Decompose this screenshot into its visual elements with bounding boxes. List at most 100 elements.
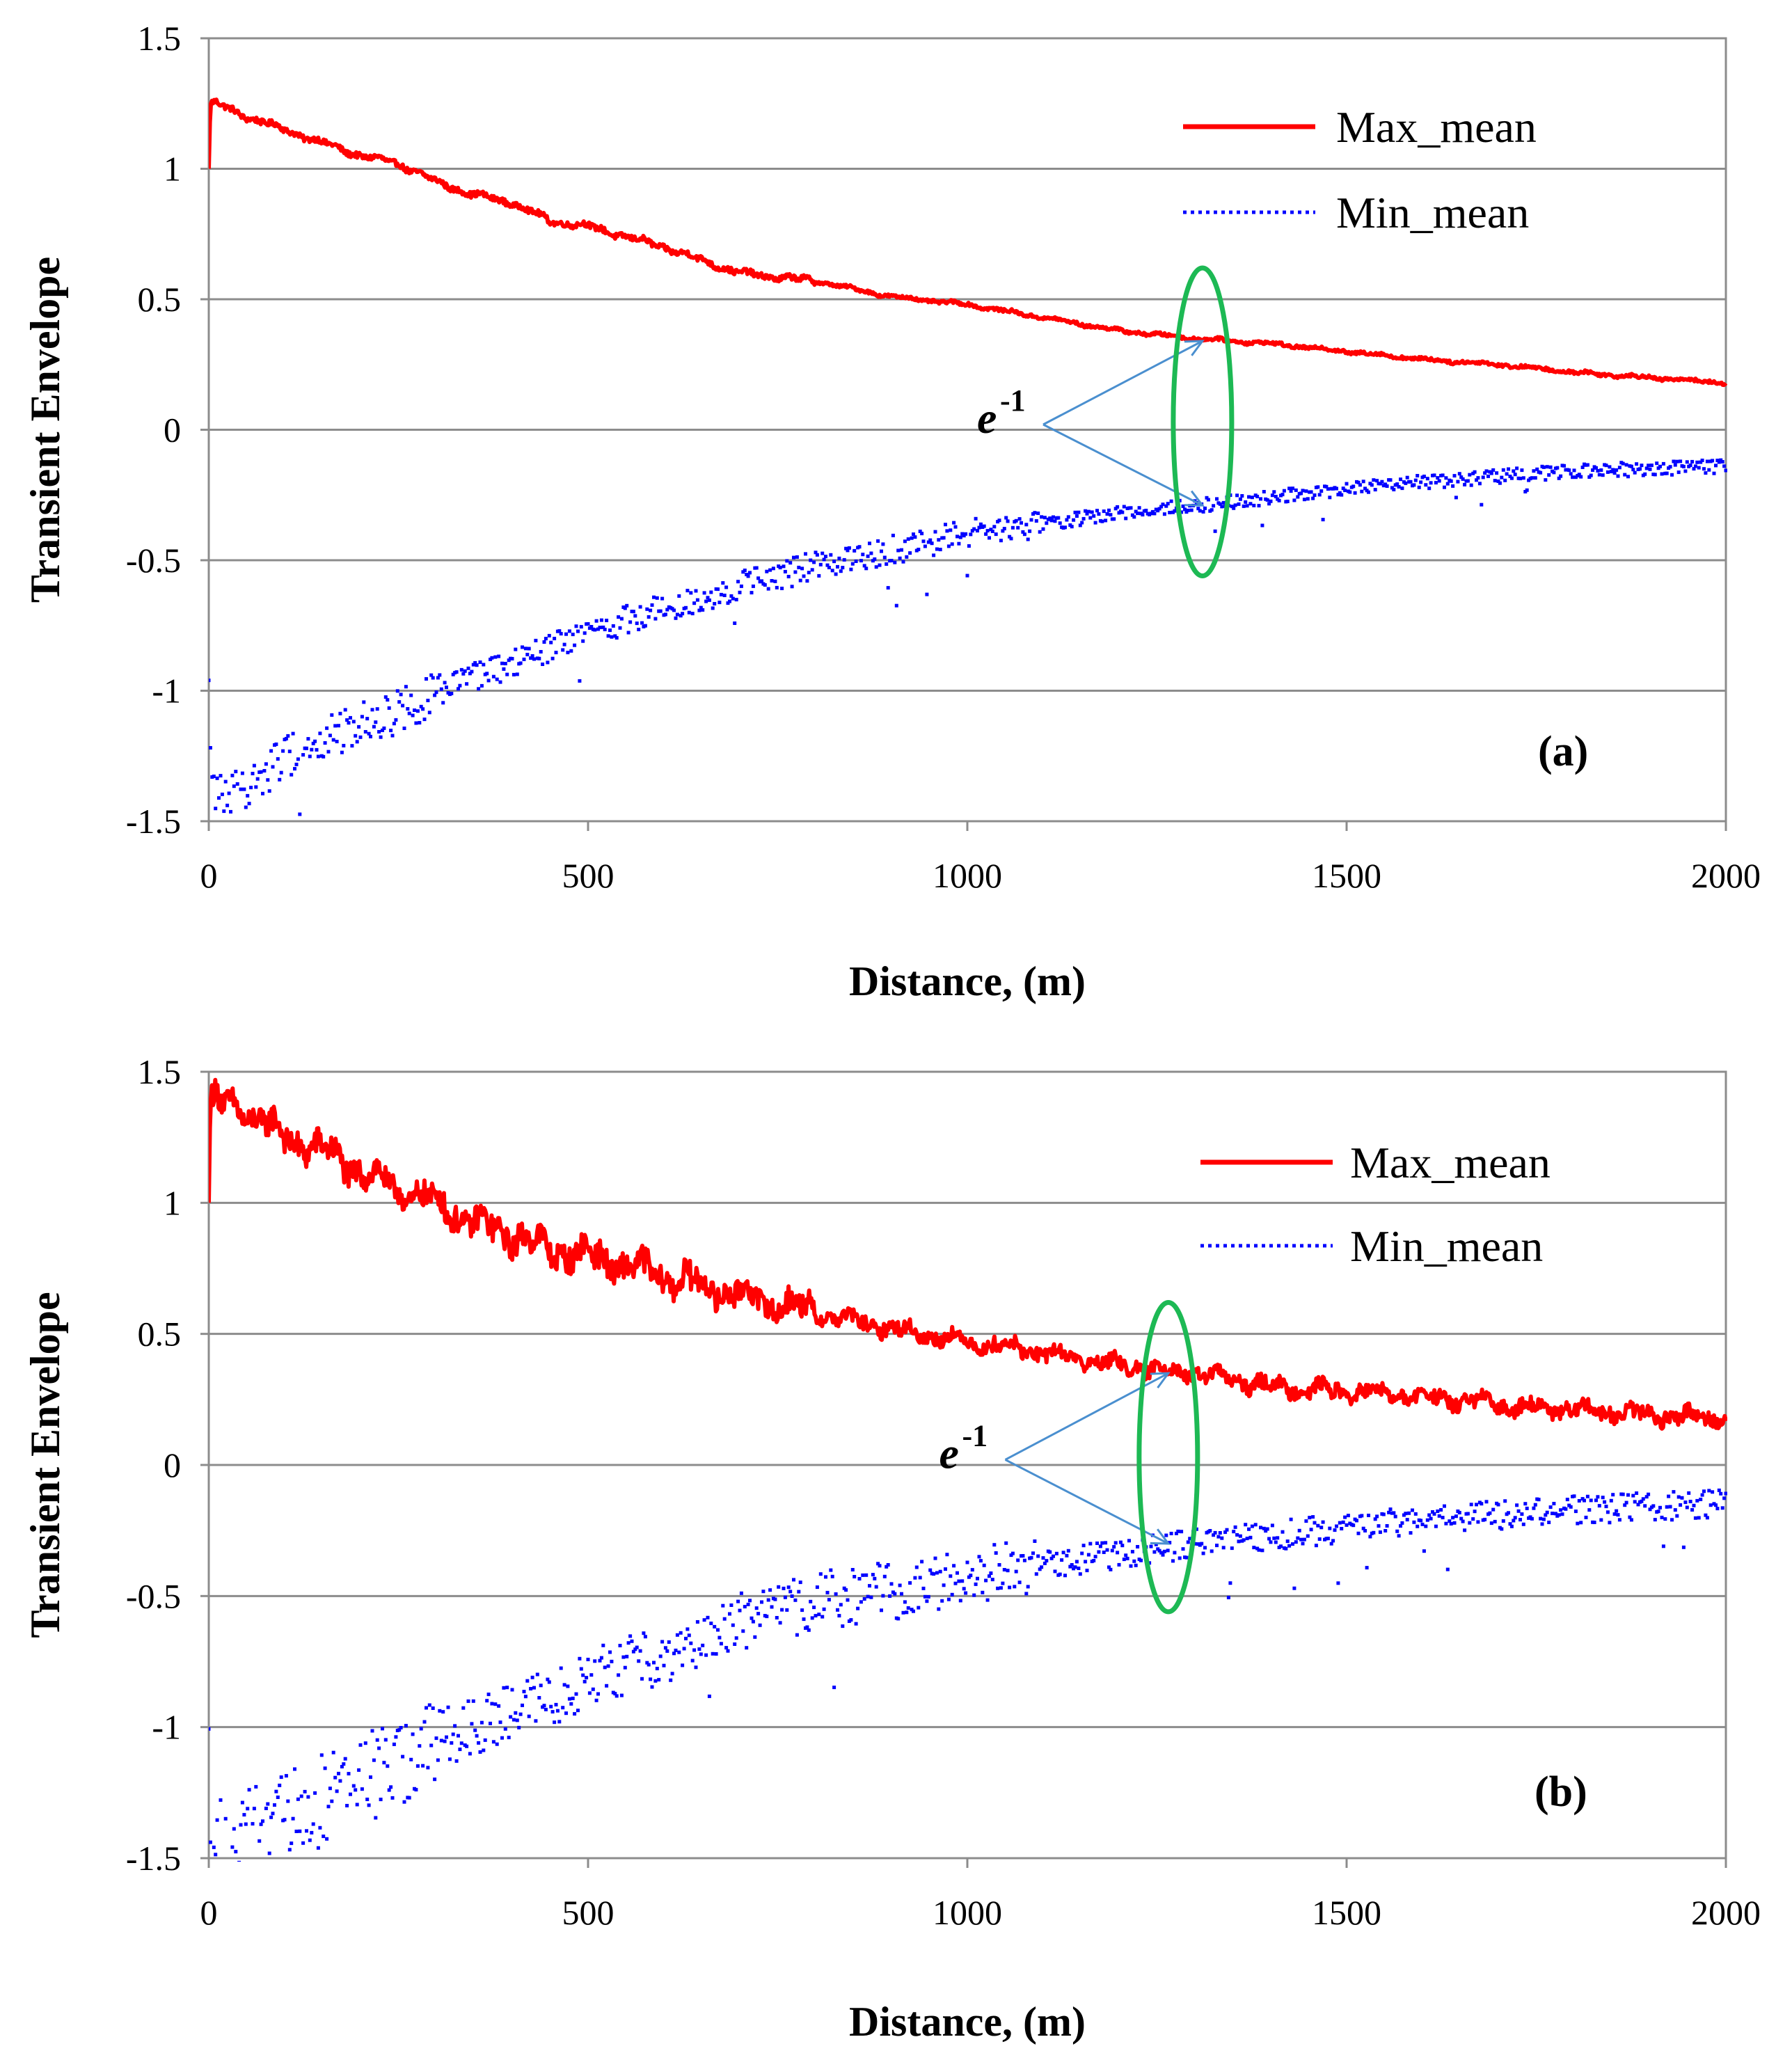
series-min-mean-point [1112, 1545, 1116, 1549]
series-min-mean-point [1422, 1549, 1426, 1553]
series-min-mean-point [695, 1620, 699, 1624]
series-min-mean-point [418, 721, 422, 724]
series-min-mean-point [1196, 507, 1200, 511]
series-min-mean-point [841, 566, 845, 570]
series-min-mean-point [1010, 525, 1015, 530]
series-min-mean-point [305, 746, 308, 750]
series-min-mean-point [561, 648, 565, 652]
series-min-mean-point [399, 692, 403, 697]
series-min-mean-point [527, 647, 531, 651]
series-min-mean-point [1443, 1504, 1446, 1508]
series-min-mean-point [546, 660, 550, 665]
series-min-mean-point [859, 559, 863, 563]
series-min-mean-point [1245, 1537, 1249, 1541]
series-min-mean-point [1052, 515, 1055, 519]
series-min-mean-point [1343, 1515, 1347, 1519]
series-min-mean-point [419, 704, 423, 708]
series-min-mean-point [342, 1762, 346, 1766]
series-min-mean-point [1557, 1513, 1561, 1517]
series-min-mean-point [1653, 1518, 1657, 1522]
series-min-mean-point [619, 1693, 624, 1697]
series-min-mean-point [1060, 1558, 1064, 1562]
series-min-mean-point [1597, 473, 1601, 477]
series-min-mean-point [1451, 484, 1455, 488]
series-min-mean-point [674, 616, 678, 620]
series-min-mean-point [1006, 1569, 1010, 1573]
series-min-mean-point [1370, 483, 1374, 487]
series-min-mean-point [1361, 1526, 1365, 1530]
series-min-mean-point [1661, 461, 1665, 466]
series-min-mean-point [286, 1799, 290, 1803]
series-min-mean-point [866, 1594, 870, 1599]
series-min-mean-point [1296, 495, 1300, 499]
series-min-mean-point [1210, 1549, 1214, 1553]
series-min-mean-point [638, 605, 642, 609]
series-min-mean-point [1717, 460, 1721, 464]
series-min-mean-point [1395, 1529, 1399, 1533]
series-min-mean-point [1519, 477, 1522, 481]
series-min-mean-point [505, 672, 509, 676]
series-min-mean-point [1259, 1526, 1262, 1530]
series-min-mean-point [1448, 1519, 1452, 1523]
series-min-mean-point [1412, 1520, 1416, 1524]
series-min-mean-point [573, 1712, 577, 1716]
series-min-mean-point [287, 750, 292, 754]
series-min-mean-point [1507, 1511, 1510, 1515]
series-min-mean-point [817, 1613, 821, 1617]
series-min-mean-point [1609, 470, 1613, 474]
series-min-mean-point [454, 670, 459, 674]
series-min-mean-point [1676, 1495, 1681, 1499]
series-min-mean-point [1252, 1546, 1256, 1550]
series-min-mean-point [1361, 480, 1365, 484]
series-min-mean-point [471, 663, 475, 667]
series-min-mean-point [427, 1703, 431, 1707]
x-tick-label: 2000 [1691, 1893, 1761, 1932]
series-min-mean-point [1277, 498, 1281, 502]
series-min-mean-point [1210, 508, 1214, 512]
series-min-mean-point [645, 1661, 649, 1665]
series-min-mean-point [1551, 1512, 1554, 1516]
series-min-mean-point [254, 1784, 258, 1789]
series-min-mean-point [1611, 468, 1615, 472]
series-min-mean-point [722, 594, 727, 597]
series-min-mean-point [407, 711, 411, 715]
series-min-mean-point [1445, 482, 1450, 486]
series-min-mean-point [1066, 1548, 1070, 1553]
series-min-mean-point [454, 1759, 459, 1763]
series-min-mean-point [1022, 1558, 1026, 1562]
series-min-mean-point [814, 550, 818, 555]
series-min-mean-point [972, 1593, 976, 1597]
series-min-mean-point [628, 620, 633, 624]
series-min-mean-point [1525, 488, 1529, 492]
series-min-mean-point [729, 594, 734, 598]
series-min-mean-point [1232, 1530, 1236, 1534]
series-min-mean-point [643, 1635, 647, 1639]
series-min-mean-point [809, 558, 813, 562]
series-min-mean-point [375, 707, 379, 711]
series-min-mean-point [411, 1732, 415, 1736]
series-min-mean-point [1552, 1502, 1556, 1505]
series-min-mean-point [283, 1818, 287, 1822]
series-min-mean-point [701, 1643, 705, 1647]
series-min-mean-point [1419, 1519, 1423, 1523]
series-min-mean-point [1248, 1535, 1253, 1539]
series-min-mean-point [1569, 472, 1573, 476]
series-min-mean-point [453, 1724, 457, 1728]
series-min-mean-point [251, 1822, 255, 1826]
series-min-mean-point [367, 731, 371, 736]
series-min-mean-point [824, 555, 827, 559]
series-min-mean-point [1583, 1498, 1586, 1503]
series-min-mean-point [322, 754, 326, 759]
series-min-mean-point [925, 1599, 929, 1603]
series-min-mean-point [1124, 516, 1128, 521]
series-min-mean-point [443, 1739, 447, 1743]
series-min-mean-point [1285, 1539, 1290, 1544]
series-min-mean-point [1463, 482, 1467, 486]
series-min-mean-point [836, 564, 839, 569]
series-min-mean-point [982, 524, 986, 528]
series-min-mean-point [1169, 1532, 1173, 1535]
series-min-mean-point [766, 587, 770, 591]
series-min-mean-point [431, 1706, 435, 1710]
series-min-mean-point [539, 650, 543, 653]
